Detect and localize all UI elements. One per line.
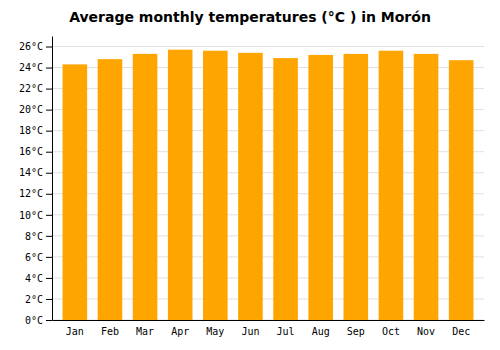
tick-mark <box>46 236 52 237</box>
tick-mark <box>46 299 52 300</box>
tick: 6°C <box>25 252 52 263</box>
bar <box>238 53 263 320</box>
tick: Oct <box>382 326 400 337</box>
bars <box>63 50 474 320</box>
tick-mark <box>46 47 52 48</box>
tick: 16°C <box>19 146 52 157</box>
tick: Apr <box>171 326 189 337</box>
axis-line <box>53 320 485 321</box>
tick: Jun <box>241 326 259 337</box>
bar <box>98 59 123 320</box>
tick: Dec <box>452 326 470 337</box>
tick-mark <box>46 194 52 195</box>
bar <box>168 50 193 320</box>
tick-label: 4°C <box>25 273 43 284</box>
axis-line <box>52 37 53 321</box>
x-axis: Jan Feb Mar Apr May Jun Jul Aug Sep Oct Nov Dec <box>53 321 485 338</box>
tick: Nov <box>417 326 435 337</box>
tick: Jul <box>277 326 295 337</box>
tick-label: Jan <box>66 326 84 337</box>
tick: 0°C <box>25 315 52 326</box>
tick-label: 22°C <box>19 83 43 94</box>
tick-label: Nov <box>417 326 435 337</box>
grid-line <box>52 46 484 47</box>
tick: 8°C <box>25 231 52 242</box>
tick: Aug <box>312 326 330 337</box>
tick-label: Jul <box>277 326 295 337</box>
tick: 22°C <box>19 83 52 94</box>
tick-mark <box>46 257 52 258</box>
tick-mark <box>46 110 52 111</box>
tick-label: 18°C <box>19 125 43 136</box>
bar <box>344 54 369 320</box>
bar <box>449 60 474 320</box>
y-axis: 0°C 2°C 4°C 6°C 8°C 10°C 12°C 14°C 16°C 18°C 20°C 2… <box>19 37 53 326</box>
tick-label: Aug <box>312 326 330 337</box>
tick-label: 6°C <box>25 252 43 263</box>
tick-mark <box>46 68 52 69</box>
tick-label: 16°C <box>19 146 43 157</box>
tick: Mar <box>136 326 154 337</box>
tick-mark <box>46 278 52 279</box>
tick-label: Dec <box>452 326 470 337</box>
tick-mark <box>46 131 52 132</box>
tick: Sep <box>347 326 365 337</box>
tick: 20°C <box>19 104 52 115</box>
bar <box>203 51 228 320</box>
plot: 0°C 2°C 4°C 6°C 8°C 10°C 12°C 14°C 16°C 18°C 20°C 2… <box>19 37 485 338</box>
tick-label: Oct <box>382 326 400 337</box>
tick: 18°C <box>19 125 52 136</box>
tick-label: 24°C <box>19 62 43 73</box>
bar <box>308 55 333 320</box>
tick-label: 12°C <box>19 188 43 199</box>
bar <box>63 64 88 320</box>
tick-mark <box>46 173 52 174</box>
tick-mark <box>46 89 52 90</box>
tick: 2°C <box>25 294 52 305</box>
tick-mark <box>46 320 52 321</box>
tick: May <box>206 326 224 337</box>
tick-label: Apr <box>171 326 189 337</box>
chart: 0°C 2°C 4°C 6°C 8°C 10°C 12°C 14°C 16°C 18°C 20°C 2… <box>0 0 500 350</box>
tick-label: May <box>206 326 224 337</box>
grid <box>52 47 484 320</box>
tick: 26°C <box>19 41 52 52</box>
tick-label: 14°C <box>19 167 43 178</box>
tick-mark <box>46 215 52 216</box>
tick-label: 8°C <box>25 231 43 242</box>
bar <box>273 58 298 320</box>
tick: 24°C <box>19 62 52 73</box>
tick-label: Feb <box>101 326 119 337</box>
tick-label: 2°C <box>25 294 43 305</box>
tick-label: 20°C <box>19 104 43 115</box>
bar <box>133 54 158 320</box>
tick: Feb <box>101 326 119 337</box>
tick: 10°C <box>19 210 52 221</box>
tick-mark <box>46 152 52 153</box>
tick-label: 0°C <box>25 315 43 326</box>
title: Average monthly temperatures (°C ) in Mo… <box>69 9 431 25</box>
bar <box>414 54 439 320</box>
tick: 12°C <box>19 188 52 199</box>
tick: Jan <box>66 326 84 337</box>
tick-label: Mar <box>136 326 154 337</box>
tick-label: 10°C <box>19 210 43 221</box>
tick-label: 26°C <box>19 41 43 52</box>
tick: 14°C <box>19 167 52 178</box>
tick-label: Sep <box>347 326 365 337</box>
bar <box>379 51 404 320</box>
tick-label: Jun <box>241 326 259 337</box>
tick: 4°C <box>25 273 52 284</box>
